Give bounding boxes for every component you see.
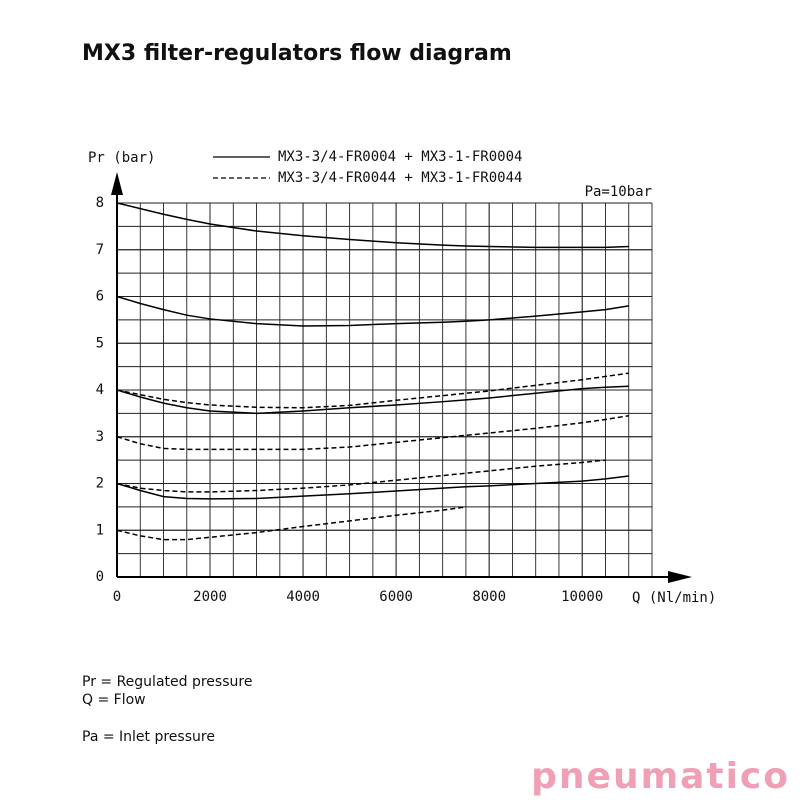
y-tick-label: 2 (96, 476, 104, 492)
series-line (116, 385, 629, 415)
y-axis-label: Pr (bar) (88, 150, 155, 166)
x-tick-label: 2000 (193, 589, 227, 605)
series-line (116, 202, 629, 249)
x-tick-label: 0 (113, 589, 121, 605)
y-axis-arrow (111, 172, 123, 195)
logo: pneumatico (531, 756, 790, 797)
series-line (116, 459, 606, 493)
series-line (116, 295, 629, 327)
series-line (116, 475, 629, 500)
chart-title: MX3 filter-regulators flow diagram (82, 41, 512, 66)
x-tick-label: 6000 (379, 589, 413, 605)
y-tick-label: 8 (96, 195, 104, 211)
note: Pa = Inlet pressure (82, 729, 215, 745)
y-tick-label: 3 (96, 429, 104, 445)
legend-label: MX3-3/4-FR0044 + MX3-1-FR0044 (278, 170, 522, 186)
note: Q = Flow (82, 692, 146, 708)
series-line (116, 506, 467, 541)
series-line (116, 372, 629, 409)
y-tick-label: 1 (96, 522, 104, 538)
legend-label: MX3-3/4-FR0004 + MX3-1-FR0004 (278, 149, 522, 165)
x-tick-label: 10000 (561, 589, 603, 605)
note: Pr = Regulated pressure (82, 674, 252, 690)
annotation: Pa=10bar (585, 184, 652, 200)
y-tick-label: 0 (96, 569, 104, 585)
x-axis-label: Q (Nl/min) (632, 590, 716, 606)
y-tick-label: 6 (96, 289, 104, 305)
y-tick-label: 7 (96, 242, 104, 258)
series-line (116, 414, 629, 451)
y-tick-label: 4 (96, 382, 104, 398)
y-tick-label: 5 (96, 335, 104, 351)
x-tick-label: 4000 (286, 589, 320, 605)
x-tick-label: 8000 (472, 589, 506, 605)
x-axis-arrow (668, 571, 692, 583)
